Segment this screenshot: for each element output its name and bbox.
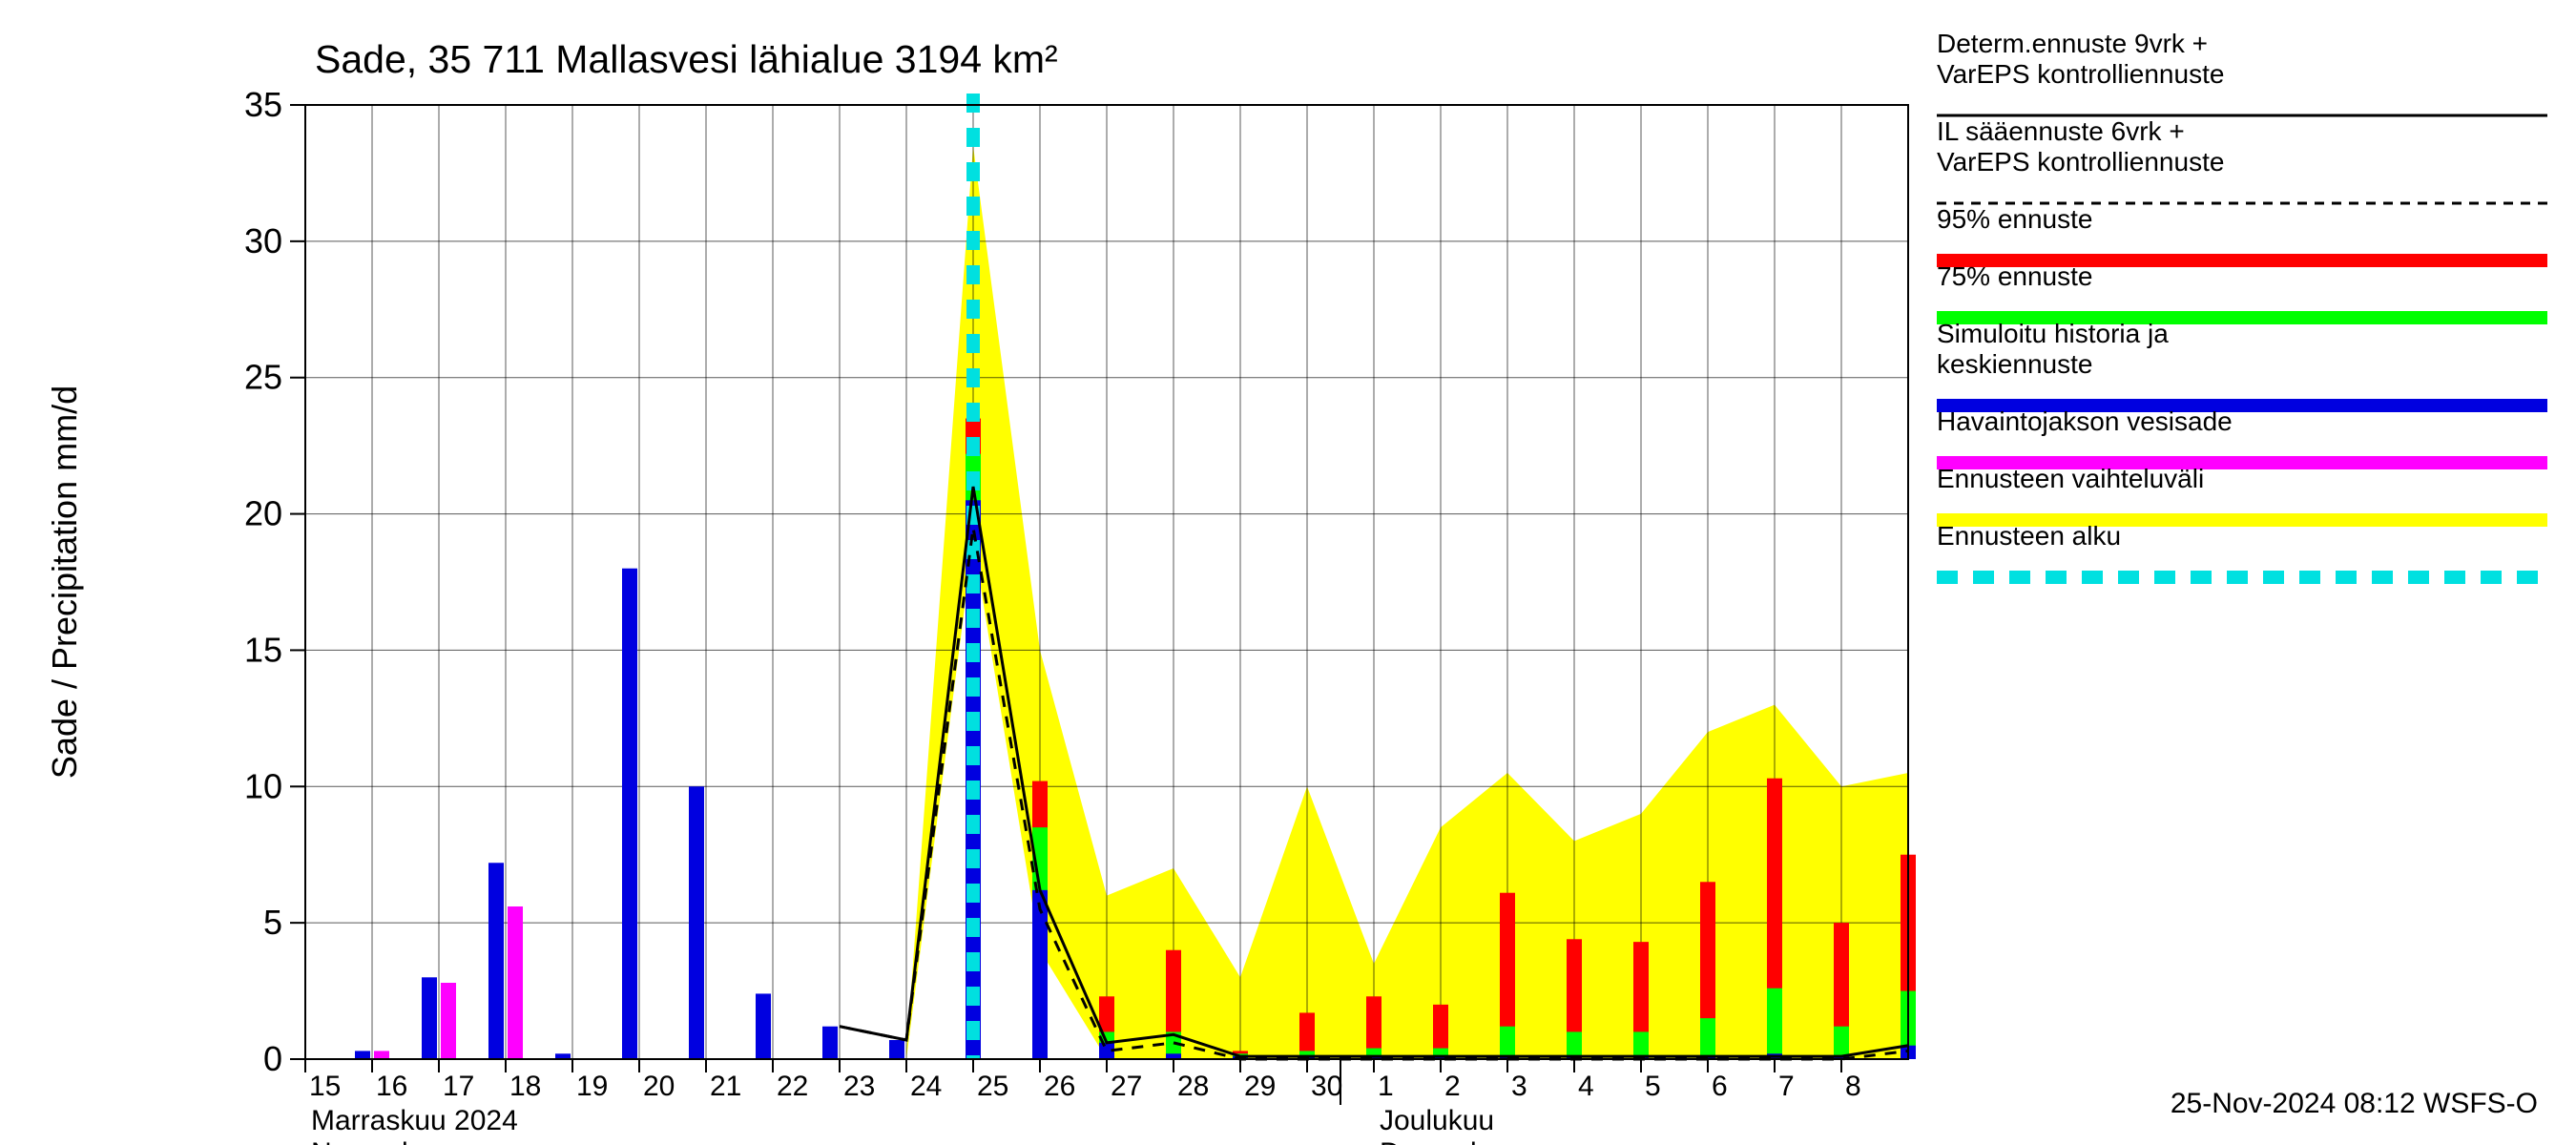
chart-container: { "canvas": { "w": 2700, "h": 1200 }, "p… [0, 0, 2576, 1145]
svg-text:0: 0 [263, 1039, 282, 1078]
svg-text:15: 15 [244, 630, 282, 669]
svg-text:6: 6 [1712, 1071, 1728, 1102]
legend-label: Simuloitu historia ja [1937, 319, 2169, 348]
legend-label: Havaintojakson vesisade [1937, 406, 2233, 436]
svg-text:26: 26 [1044, 1071, 1075, 1102]
legend-label: IL sääennuste 6vrk + [1937, 116, 2185, 146]
month-label: December [1380, 1137, 1511, 1145]
precipitation-chart: 0510152025303515161718192021222324252627… [0, 0, 2576, 1145]
svg-text:25: 25 [977, 1071, 1008, 1102]
svg-text:3: 3 [1511, 1071, 1527, 1102]
bar-history-blue [756, 993, 771, 1059]
svg-text:25: 25 [244, 358, 282, 397]
svg-text:18: 18 [509, 1071, 541, 1102]
bar-median [1032, 890, 1048, 1059]
bar-history-blue [355, 1051, 370, 1059]
bar-75 [1767, 989, 1782, 1059]
timestamp: 25-Nov-2024 08:12 WSFS-O [2171, 1088, 2538, 1119]
legend-label: Determ.ennuste 9vrk + [1937, 29, 2208, 58]
bar-history-blue [488, 863, 504, 1059]
svg-text:19: 19 [576, 1071, 608, 1102]
svg-text:24: 24 [910, 1071, 942, 1102]
bar-history-blue [422, 977, 437, 1059]
svg-text:17: 17 [443, 1071, 474, 1102]
svg-text:10: 10 [244, 766, 282, 805]
svg-text:21: 21 [710, 1071, 741, 1102]
svg-text:5: 5 [1645, 1071, 1661, 1102]
bar-history-blue [889, 1040, 904, 1059]
svg-text:30: 30 [244, 221, 282, 260]
svg-text:30: 30 [1311, 1071, 1342, 1102]
svg-text:1: 1 [1378, 1071, 1394, 1102]
svg-text:20: 20 [643, 1071, 675, 1102]
y-axis-label: Sade / Precipitation mm/d [45, 385, 84, 779]
legend-label: Ennusteen alku [1937, 521, 2121, 551]
bar-history-magenta [374, 1051, 389, 1059]
svg-text:16: 16 [376, 1071, 407, 1102]
svg-text:22: 22 [777, 1071, 808, 1102]
svg-text:29: 29 [1244, 1071, 1276, 1102]
svg-text:23: 23 [843, 1071, 875, 1102]
svg-text:4: 4 [1578, 1071, 1594, 1102]
svg-text:35: 35 [244, 85, 282, 124]
month-label: Joulukuu [1380, 1105, 1494, 1136]
legend-label: keskiennuste [1937, 349, 2092, 379]
svg-text:8: 8 [1845, 1071, 1861, 1102]
bar-history-blue [689, 786, 704, 1059]
legend-label: VarEPS kontrolliennuste [1937, 59, 2224, 89]
month-label: Marraskuu 2024 [311, 1105, 518, 1136]
svg-text:20: 20 [244, 494, 282, 533]
month-label: November [311, 1137, 443, 1145]
bar-history-blue [622, 569, 637, 1059]
svg-text:27: 27 [1111, 1071, 1142, 1102]
svg-text:5: 5 [263, 903, 282, 942]
chart-title: Sade, 35 711 Mallasvesi lähialue 3194 km… [315, 37, 1058, 81]
legend-label: 75% ennuste [1937, 261, 2092, 291]
legend-label: VarEPS kontrolliennuste [1937, 147, 2224, 177]
bar-history-magenta [441, 983, 456, 1059]
bar-75 [1500, 1027, 1515, 1059]
bar-75 [1700, 1018, 1715, 1059]
svg-text:7: 7 [1778, 1071, 1795, 1102]
legend-label: Ennusteen vaihteluväli [1937, 464, 2204, 493]
svg-text:15: 15 [309, 1071, 341, 1102]
svg-text:2: 2 [1444, 1071, 1461, 1102]
bar-history-blue [822, 1027, 838, 1059]
legend-label: 95% ennuste [1937, 204, 2092, 234]
bar-history-magenta [508, 906, 523, 1059]
svg-text:28: 28 [1177, 1071, 1209, 1102]
